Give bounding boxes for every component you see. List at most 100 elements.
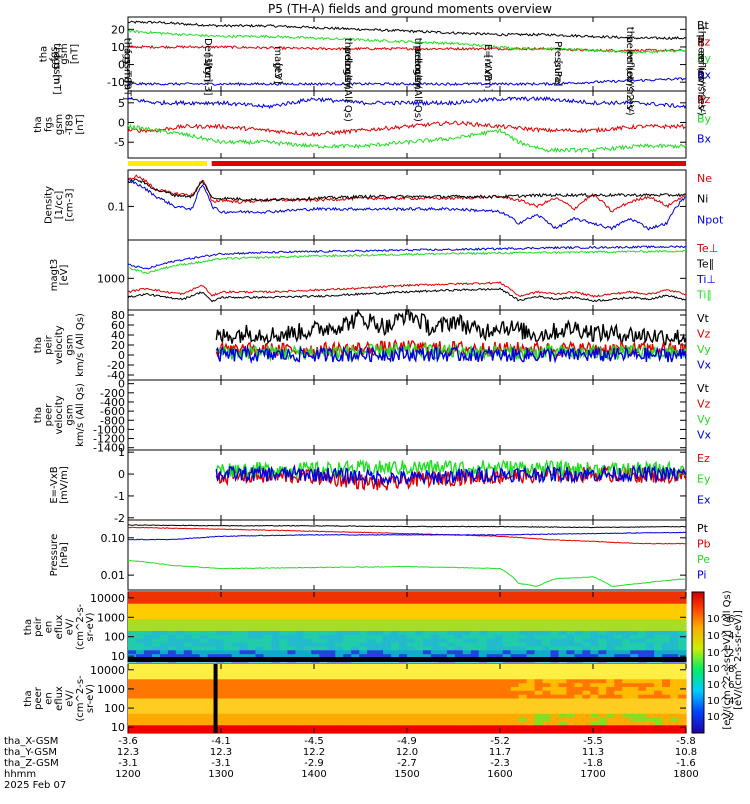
spectrogram-cell — [438, 638, 448, 644]
spectrogram-cell — [239, 687, 249, 692]
spectrogram-cell — [646, 630, 655, 636]
spectrogram-cell — [422, 611, 432, 616]
spectrogram-cell — [558, 638, 568, 644]
spectrogram-cell — [239, 664, 249, 669]
spectrogram-cell — [247, 694, 257, 700]
spectrogram-cell — [239, 599, 249, 605]
y-axis-label-line-peer-spectrogram: peer — [33, 686, 44, 710]
spectrogram-cell — [239, 615, 249, 620]
spectrogram-cell — [422, 679, 432, 684]
spectrogram-cell — [430, 687, 440, 692]
spectrogram-cell — [654, 702, 663, 707]
spectrogram-cell — [510, 650, 520, 655]
spectrogram-cell — [542, 729, 552, 734]
spectrogram-cell — [422, 603, 432, 609]
spectrogram-cell — [271, 667, 281, 673]
spectrogram-cell — [502, 721, 512, 726]
spectrogram-cell — [383, 650, 392, 655]
spectrogram-cell — [638, 634, 647, 640]
spectrogram-cell — [486, 642, 496, 648]
spectrogram-cell — [279, 646, 289, 651]
spectrogram-cell — [518, 611, 528, 616]
spectrogram-cell — [128, 679, 137, 684]
spectrogram-cell — [143, 607, 153, 613]
spectrogram-cell — [151, 627, 161, 632]
spectrogram-cell — [128, 717, 137, 723]
spectrogram-cell — [383, 729, 392, 734]
spectrogram-cell — [606, 603, 615, 609]
spectrogram-cell — [215, 710, 225, 715]
spectrogram-cell — [343, 650, 352, 655]
spectrogram-cell — [295, 607, 304, 613]
spectrogram-cell — [638, 646, 647, 651]
spectrogram-cell — [582, 729, 591, 734]
spectrogram-cell — [470, 592, 480, 597]
spectrogram-cell — [542, 667, 552, 673]
spectrogram-cell — [199, 694, 209, 700]
spectrogram-cell — [654, 599, 663, 605]
spectrogram-cell — [550, 671, 560, 677]
spectrogram-cell — [191, 642, 201, 648]
spectrogram-cell — [287, 623, 296, 628]
spectrogram-cell — [454, 671, 464, 677]
spectrogram-cell — [223, 595, 233, 601]
spectrogram-cell — [438, 611, 448, 616]
spectrogram-cell — [319, 667, 328, 673]
spectrogram-cell — [263, 615, 273, 620]
spectrogram-cell — [223, 599, 233, 605]
spectrogram-cell — [454, 675, 464, 680]
spectrogram-cell — [327, 634, 336, 640]
spectrogram-cell — [614, 619, 623, 624]
spectrogram-cell — [502, 706, 512, 711]
spectrogram-cell — [470, 638, 480, 644]
spectrogram-cell — [590, 634, 599, 640]
spectrogram-cell — [255, 717, 265, 723]
spectrogram-cell — [255, 634, 265, 640]
spectrogram-cell — [478, 603, 488, 609]
series-line-temperature-Ti⊥ — [127, 245, 687, 270]
spectrogram-cell — [415, 627, 424, 632]
spectrogram-cell — [367, 729, 376, 734]
spectrogram-cell — [343, 595, 352, 601]
spectrogram-cell — [295, 690, 304, 696]
spectrogram-cell — [614, 694, 623, 700]
spectrogram-cell — [582, 667, 591, 673]
spectrogram-cell — [662, 706, 671, 711]
y-axis-label-line: tha — [412, 38, 423, 54]
spectrogram-cell — [654, 675, 663, 680]
spectrogram-cell — [550, 706, 560, 711]
spectrogram-cell — [271, 642, 281, 648]
spectrogram-cell — [351, 650, 360, 655]
legend-density-Ni: Ni — [697, 193, 708, 206]
spectrogram-gap-column — [213, 664, 218, 733]
spectrogram-cell — [550, 642, 560, 648]
spectrogram-cell — [239, 713, 249, 719]
spectrogram-cell — [510, 664, 520, 669]
spectrogram-cell — [566, 702, 575, 707]
spectrogram-cell — [311, 642, 320, 648]
spectrogram-cell — [646, 603, 655, 609]
spectrogram-cell — [263, 638, 273, 644]
spectrogram-cell — [582, 627, 591, 632]
spectrogram-cell — [383, 664, 392, 669]
y-tick-label: 100 — [104, 631, 125, 644]
spectrogram-cell — [199, 615, 209, 620]
spectrogram-cell — [678, 650, 687, 655]
spectrogram-cell — [399, 607, 408, 613]
y-axis-label-line: eV/ — [624, 71, 635, 88]
spectrogram-cell — [335, 603, 344, 609]
spectrogram-cell — [630, 599, 639, 605]
spectrogram-cell — [542, 654, 552, 659]
spectrogram-cell — [646, 667, 655, 673]
spectrogram-cell — [670, 664, 679, 669]
spectrogram-cell — [159, 717, 169, 723]
spectrogram-cell — [566, 698, 575, 703]
spectrogram-cell — [223, 638, 233, 644]
spectrogram-cell — [223, 623, 233, 628]
spectrogram-cell — [598, 646, 607, 651]
spectrogram-cell — [136, 595, 145, 601]
spectrogram-cell — [430, 623, 440, 628]
spectrogram-cell — [167, 595, 177, 601]
spectrogram-cell — [327, 650, 336, 655]
spectrogram-cell — [207, 667, 217, 673]
